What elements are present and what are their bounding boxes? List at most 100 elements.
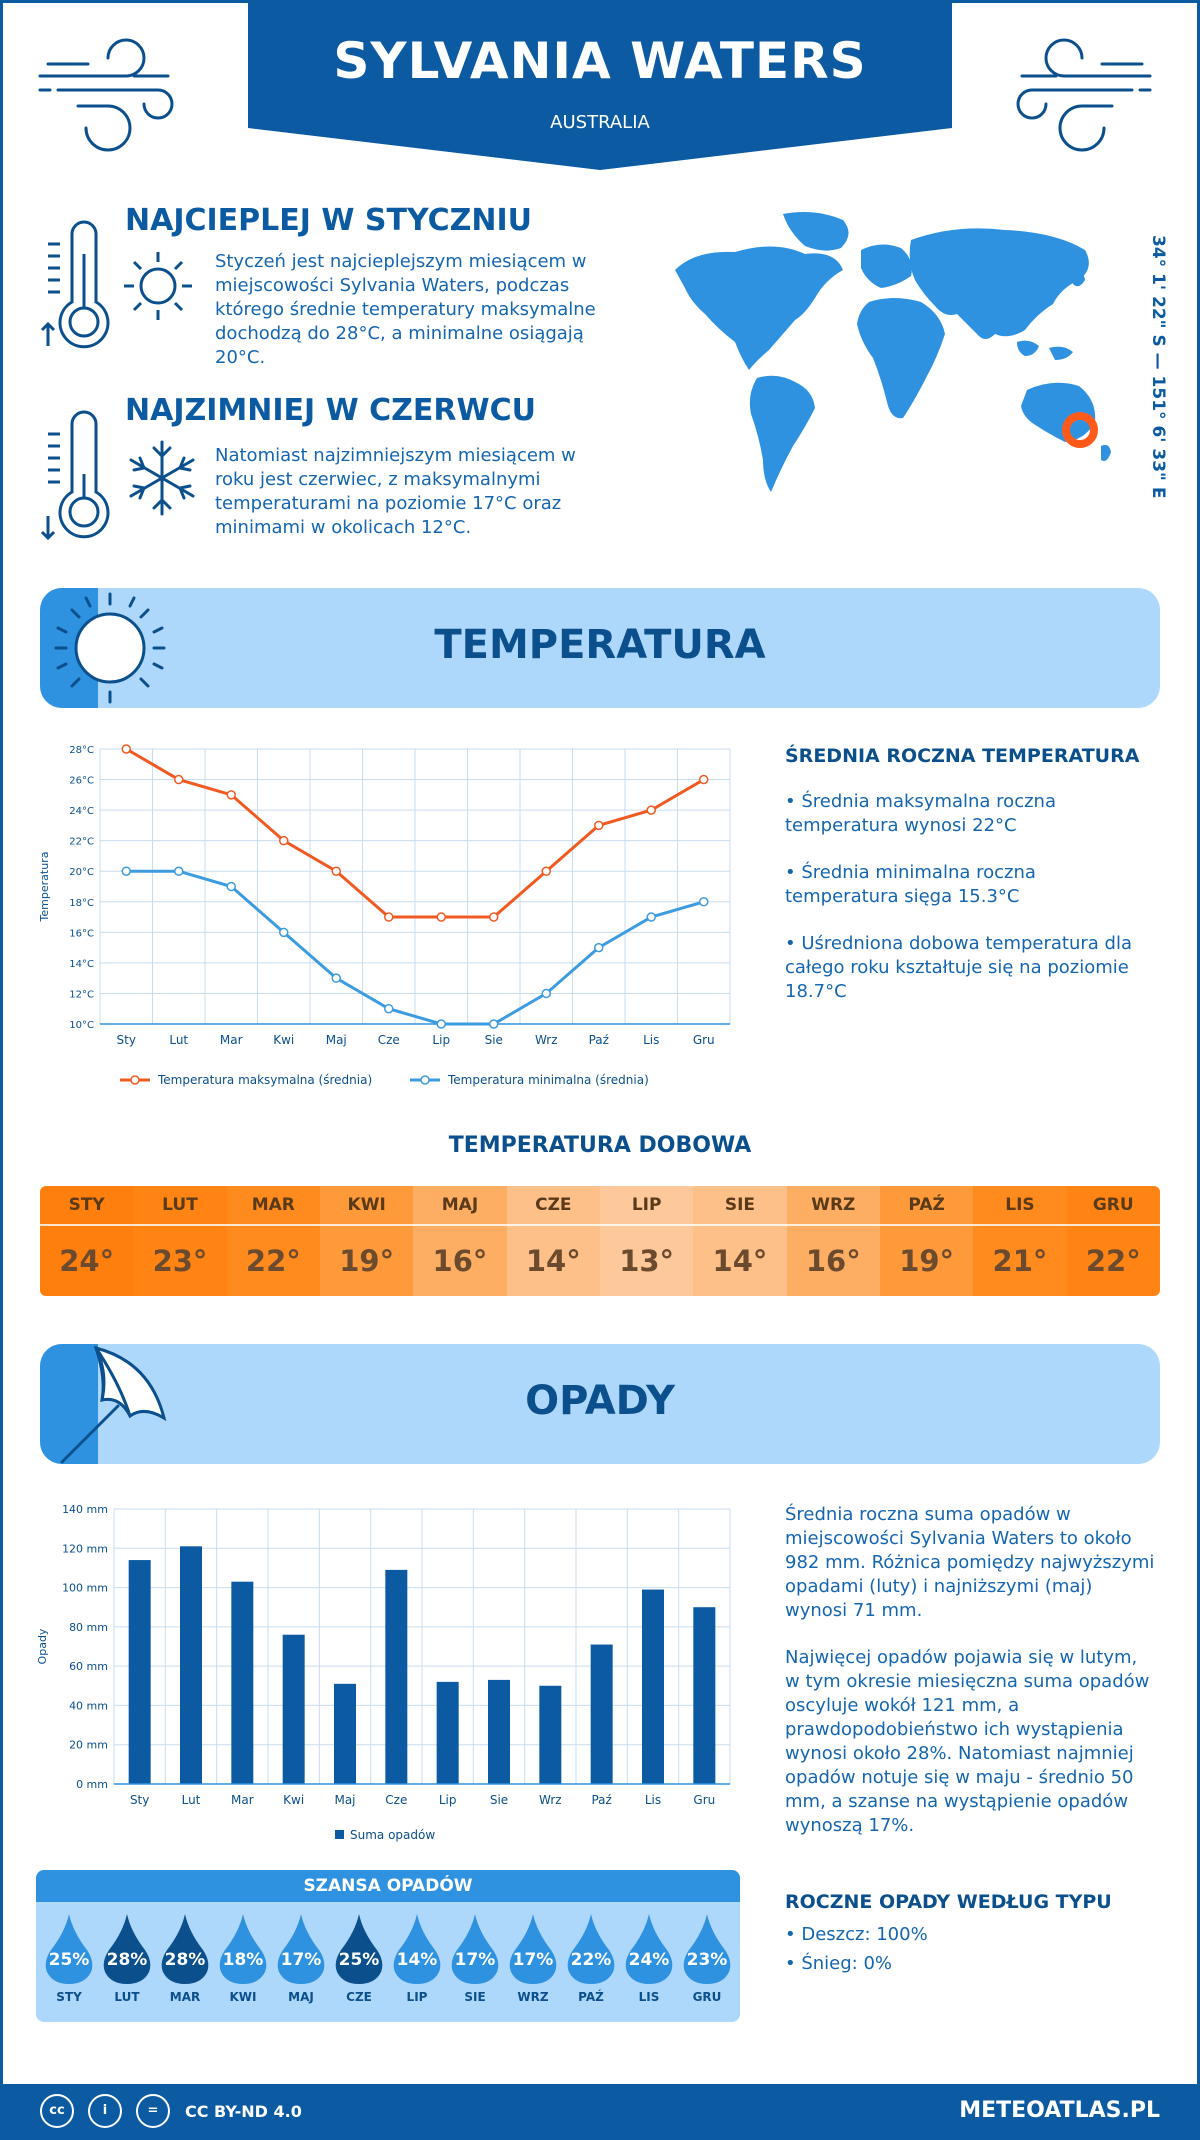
bar — [436, 1681, 459, 1784]
license-label: CC BY-ND 4.0 — [185, 2102, 302, 2121]
precipitation-banner: OPADY — [40, 1344, 1160, 1464]
chance-value: 28% — [164, 1950, 206, 1970]
raindrop-icon — [683, 1914, 731, 1984]
raindrop-icon — [161, 1914, 209, 1984]
world-map — [675, 212, 1111, 492]
data-point — [331, 973, 341, 983]
drop-icon: 23% — [681, 1912, 733, 1986]
precipitation-title: OPADY — [525, 1378, 675, 1424]
daily-temp-column: MAJ 16° — [413, 1186, 507, 1296]
daily-temp-value: 19° — [339, 1244, 395, 1278]
data-point — [279, 927, 289, 938]
precipitation-chance-box: SZANSA OPADÓW 25% STY 28% LUT 28% MAR 18% KWI 17… — [36, 1870, 740, 2022]
chance-drop: 14% LIP — [389, 1902, 445, 2004]
y-tick-label: 80 mm — [69, 1621, 108, 1634]
data-point — [121, 866, 131, 876]
chance-drop: 24% LIS — [621, 1902, 677, 2004]
daily-temp-month: MAR — [226, 1186, 320, 1226]
daily-temp-value: 14° — [712, 1244, 768, 1278]
chance-month: MAJ — [288, 1990, 314, 2004]
banner-accent — [40, 1344, 98, 1464]
drop-icon: 25% — [333, 1912, 385, 1986]
daily-temp-month: WRZ — [786, 1186, 880, 1226]
daily-temp-value: 22° — [245, 1244, 301, 1278]
chance-month: KWI — [229, 1990, 257, 2004]
data-point — [594, 942, 604, 953]
chance-month: STY — [56, 1990, 82, 2004]
raindrop-icon — [393, 1914, 441, 1984]
x-tick-label: Lip — [432, 1033, 450, 1047]
y-tick-label: 140 mm — [62, 1503, 108, 1516]
chance-drops: 25% STY 28% LUT 28% MAR 18% KWI 17% MAJ 25% CZE 14% L… — [36, 1902, 740, 2004]
chance-month: SIE — [464, 1990, 486, 2004]
warmest-text: Styczeń jest najcieplejszym miesiącem w … — [215, 251, 596, 368]
chance-month: GRU — [692, 1990, 722, 2004]
y-tick-label: 40 mm — [69, 1699, 108, 1712]
raindrop-shape — [683, 1914, 731, 1984]
legend-label: Suma opadów — [350, 1828, 435, 1842]
y-tick-label: 24°C — [69, 806, 94, 817]
raindrop-shape — [219, 1914, 267, 1984]
chance-value: 22% — [570, 1950, 612, 1970]
daily-temp-value: 21° — [992, 1244, 1048, 1278]
precipitation-text: Najwięcej opadów pojawia się w lutym, w … — [785, 1647, 1150, 1836]
drop-icon: 17% — [507, 1912, 559, 1986]
no-derivatives-icon: = — [136, 2094, 170, 2128]
sun-icon — [124, 252, 192, 320]
x-tick-label: Lut — [169, 1033, 188, 1047]
bar — [231, 1581, 254, 1784]
x-tick-label: Sty — [117, 1033, 136, 1047]
chance-value: 23% — [686, 1950, 728, 1970]
x-tick-label: Gru — [693, 1793, 715, 1807]
drop-icon: 28% — [159, 1912, 211, 1986]
daily-temp-value: 13° — [619, 1244, 675, 1278]
y-tick-label: 60 mm — [69, 1660, 108, 1673]
chance-drop: 28% MAR — [157, 1902, 213, 2004]
snowflake-icon — [129, 440, 195, 516]
legend-label: Temperatura minimalna (średnia) — [447, 1073, 649, 1087]
attribution-icon: i — [88, 2094, 122, 2128]
raindrop-shape — [625, 1914, 673, 1984]
bar — [282, 1634, 305, 1784]
daily-temp-month: CZE — [506, 1186, 600, 1226]
chance-month: MAR — [169, 1990, 201, 2004]
raindrop-shape — [567, 1914, 615, 1984]
legend-marker — [130, 1075, 140, 1085]
daily-temp-value: 24° — [59, 1244, 115, 1278]
x-tick-label: Sie — [490, 1793, 508, 1807]
chance-drop: 25% STY — [41, 1902, 97, 2004]
data-point — [594, 820, 604, 831]
y-tick-label: 120 mm — [62, 1542, 108, 1555]
bar — [128, 1560, 151, 1784]
raindrop-shape — [393, 1914, 441, 1984]
data-point — [174, 866, 184, 876]
precipitation-chart: 0 mm 20 mm 40 mm 60 mm 80 mm 100 mm 120 mm 140 … — [36, 1503, 731, 1842]
raindrop-shape — [335, 1914, 383, 1984]
site-link[interactable]: METEOATLAS.PL — [959, 2098, 1160, 2123]
daily-temp-value: 14° — [525, 1244, 581, 1278]
precip-types-title: ROCZNE OPADY WEDŁUG TYPU — [785, 1891, 1112, 1913]
daily-temp-column: PAŹ 19° — [879, 1186, 974, 1296]
data-point — [541, 988, 551, 999]
thermometer-down-icon — [40, 410, 110, 541]
x-tick-label: Sie — [485, 1033, 503, 1047]
daily-temp-column: LUT 23° — [133, 1186, 227, 1296]
data-point — [489, 1019, 499, 1029]
chance-drop: 17% WRZ — [505, 1902, 561, 2004]
daily-temp-month: PAŹ — [879, 1186, 974, 1226]
daily-temp-month: LIP — [599, 1186, 694, 1226]
precipitation-text: Średnia roczna suma opadów w miejscowośc… — [785, 1504, 1155, 1621]
raindrop-icon — [103, 1914, 151, 1984]
data-point — [384, 1003, 394, 1014]
wind-icon — [38, 38, 174, 152]
series-line — [125, 747, 705, 919]
daily-temperature-table: STY 24° LUT 23° MAR 22° KWI 19° MAJ 16° CZE 14° LIP 1… — [40, 1186, 1160, 1296]
drop-icon: 14% — [391, 1912, 443, 1986]
daily-temp-column: LIP 13° — [599, 1186, 694, 1296]
chance-value: 14% — [396, 1950, 438, 1970]
umbrella-icon — [60, 1345, 167, 1464]
raindrop-icon — [509, 1914, 557, 1984]
y-tick-label: 22°C — [69, 837, 94, 848]
temperature-chart: 10°C 12°C 14°C 16°C 18°C 20°C 22°C 24°C 26°C 28°C… — [38, 744, 731, 1087]
